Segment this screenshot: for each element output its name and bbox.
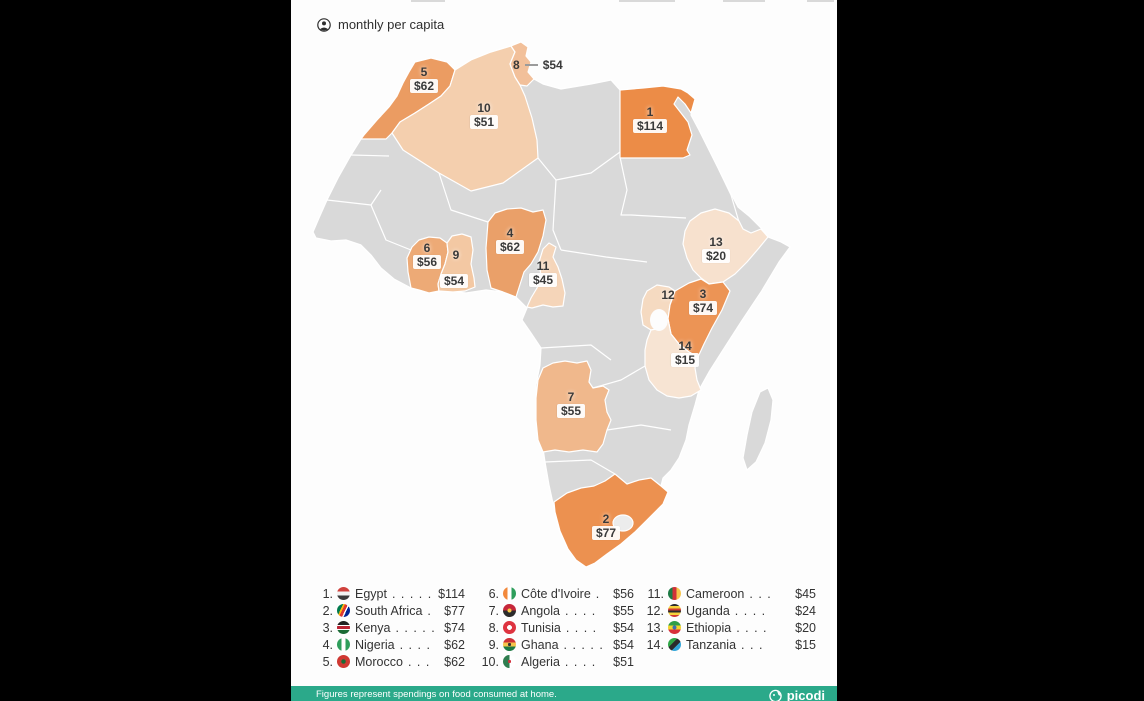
flag-tunisia-icon xyxy=(503,621,516,634)
picodi-logo-icon xyxy=(768,688,783,701)
map-label-cote-divoire: 6 $56 xyxy=(412,241,442,269)
flag-ghana-icon xyxy=(503,638,516,651)
map-label-kenya: 3 $74 xyxy=(688,287,718,315)
cropped-title-remnant xyxy=(619,0,675,2)
flag-south-africa-icon xyxy=(337,604,350,617)
leader-line xyxy=(524,64,538,66)
country-borders xyxy=(438,172,489,223)
infographic-panel: monthly per capita xyxy=(291,0,837,701)
map-label-ethiopia: 13 $20 xyxy=(701,235,731,263)
flag-egypt-icon xyxy=(337,587,350,600)
country-borders xyxy=(718,169,740,223)
country-borders xyxy=(544,459,616,475)
country-borders xyxy=(370,204,412,251)
map-label-uganda: 12 xyxy=(661,288,675,302)
legend-row-ethiopia: 13. Ethiopia. . . . $20 xyxy=(646,620,816,635)
flag-kenya-icon xyxy=(337,621,350,634)
flag-uganda-icon xyxy=(668,604,681,617)
map-label-angola: 7 $55 xyxy=(556,390,586,418)
map-label-tunisia: 8 $54 xyxy=(513,58,563,72)
person-circle-icon xyxy=(317,17,331,32)
legend-row-cameroon: 11. Cameroon. . . $45 xyxy=(647,586,816,601)
legend-row-egypt: 1. Egypt. . . . . $114 xyxy=(322,586,465,601)
country-borders xyxy=(560,249,648,263)
map-label-south-africa: 2 $77 xyxy=(591,512,621,540)
legend-column-2: 6. Côte d'Ivoire. $56 7. Angola. . . . $55 8… xyxy=(479,585,634,670)
cropped-title-remnant xyxy=(807,0,834,2)
map-label-nigeria: 4 $62 xyxy=(495,226,525,254)
legend-row-cote-divoire: 6. Côte d'Ivoire. $56 xyxy=(488,586,634,601)
flag-ethiopia-icon xyxy=(668,621,681,634)
footer-bar: Figures represent spendings on food cons… xyxy=(291,686,837,701)
brand: picodi xyxy=(768,688,825,701)
flag-cameroon-icon xyxy=(668,587,681,600)
legend-row-ghana: 9. Ghana. . . . . $54 xyxy=(488,637,634,652)
legend-row-nigeria: 4. Nigeria. . . . $62 xyxy=(322,637,465,652)
map-label-ghana-rank: 9 xyxy=(452,248,460,262)
subtitle-label: monthly per capita xyxy=(338,17,445,32)
subtitle: monthly per capita xyxy=(317,17,444,32)
legend-row-angola: 7. Angola. . . . $55 xyxy=(488,603,634,618)
country-ethiopia xyxy=(682,208,769,285)
legend-row-south-africa: 2. South Africa. $77 xyxy=(322,603,465,618)
cropped-title-remnant xyxy=(411,0,445,2)
map-label-ghana-value: $54 xyxy=(439,274,469,288)
legend-row-algeria: 10. Algeria. . . . $51 xyxy=(481,654,634,669)
flag-angola-icon xyxy=(503,604,516,617)
legend-row-tunisia: 8. Tunisia. . . . $54 xyxy=(488,620,634,635)
madagascar xyxy=(742,387,774,471)
legend-row-kenya: 3. Kenya. . . . . $74 xyxy=(322,620,465,635)
map-label-algeria: 10 $51 xyxy=(469,101,499,129)
country-borders xyxy=(537,151,621,181)
map-label-tanzania: 14 $15 xyxy=(670,339,700,367)
legend-row-morocco: 5. Morocco. . . $62 xyxy=(322,654,465,669)
flag-algeria-icon xyxy=(503,655,516,668)
country-borders xyxy=(540,344,612,361)
cropped-title-remnant xyxy=(723,0,765,2)
country-borders xyxy=(350,154,390,157)
footer-note: Figures represent spendings on food cons… xyxy=(316,689,557,700)
flag-morocco-icon xyxy=(337,655,350,668)
lake-victoria xyxy=(650,309,668,331)
map-label-egypt: 1 $114 xyxy=(632,105,668,133)
legend-column-1: 1. Egypt. . . . . $114 2. South Africa. $77 … xyxy=(313,585,465,670)
country-borders xyxy=(606,424,672,431)
brand-label: picodi xyxy=(786,688,825,701)
map-label-cameroon: 11 $45 xyxy=(528,259,558,287)
flag-cote-divoire-icon xyxy=(503,587,516,600)
legend-column-3: 11. Cameroon. . . $45 12. Uganda. . . . $24 … xyxy=(644,585,816,653)
map-label-morocco: 5 $62 xyxy=(409,65,439,93)
country-borders xyxy=(619,156,687,219)
legend-row-uganda: 12. Uganda. . . . $24 xyxy=(646,603,816,618)
country-tunisia xyxy=(509,41,535,87)
flag-tanzania-icon xyxy=(668,638,681,651)
legend-row-tanzania: 14. Tanzania. . . $15 xyxy=(646,637,816,652)
flag-nigeria-icon xyxy=(337,638,350,651)
country-borders xyxy=(592,365,646,389)
country-south-africa xyxy=(553,473,669,568)
country-borders xyxy=(552,179,562,251)
